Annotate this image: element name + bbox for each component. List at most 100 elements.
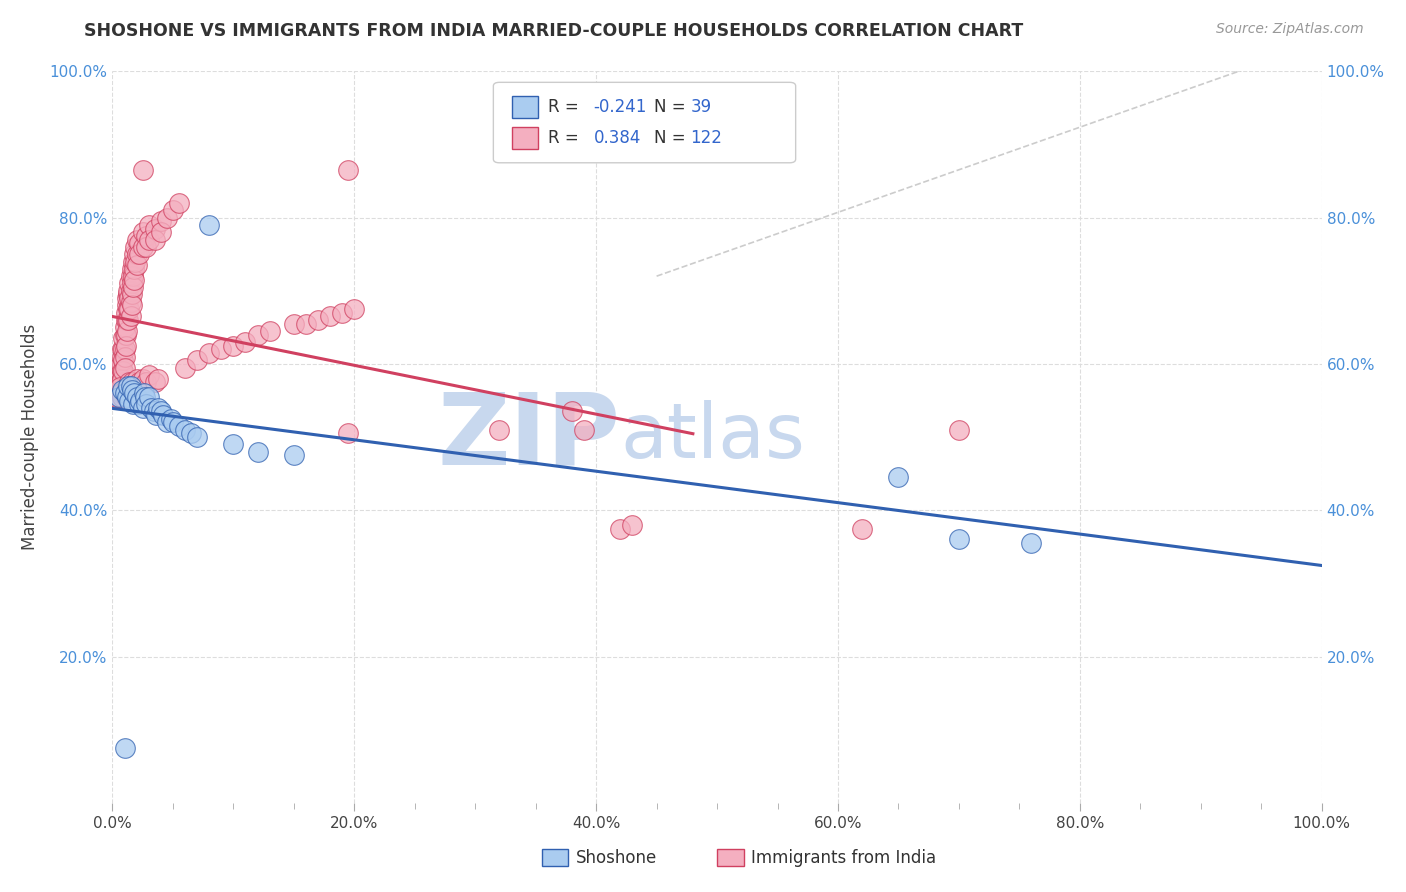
Point: [122, 280, 145, 294]
Point: [118, 301, 141, 317]
Bar: [512, 127, 538, 149]
Point: [156, 416, 179, 430]
Point: [124, 254, 146, 268]
Point: [141, 401, 163, 415]
Point: [198, 346, 221, 360]
Point: [337, 163, 360, 178]
Text: Immigrants from India: Immigrants from India: [751, 848, 936, 867]
Point: [120, 310, 142, 324]
Point: [138, 368, 160, 382]
Point: [118, 376, 141, 390]
Point: [132, 401, 155, 415]
Point: [107, 386, 129, 401]
Point: [115, 291, 138, 305]
Point: [121, 277, 143, 291]
Point: [114, 327, 136, 342]
Point: [114, 320, 136, 334]
Text: SHOSHONE VS IMMIGRANTS FROM INDIA MARRIED-COUPLE HOUSEHOLDS CORRELATION CHART: SHOSHONE VS IMMIGRANTS FROM INDIA MARRIE…: [84, 22, 1024, 40]
Point: [111, 343, 134, 357]
Point: [156, 211, 179, 225]
Point: [132, 240, 155, 254]
Point: [115, 298, 138, 312]
Point: [148, 401, 170, 415]
Point: [112, 364, 135, 378]
Text: Source: ZipAtlas.com: Source: ZipAtlas.com: [1216, 22, 1364, 37]
Point: [117, 313, 139, 327]
Point: [948, 533, 970, 547]
Point: [235, 334, 257, 349]
Point: [167, 419, 190, 434]
Point: [122, 379, 145, 393]
Text: N =: N =: [654, 98, 692, 116]
Point: [121, 376, 143, 390]
Point: [135, 240, 157, 254]
Point: [121, 298, 143, 312]
Point: [948, 423, 970, 437]
Point: [132, 371, 155, 385]
Point: [112, 353, 135, 368]
Point: [122, 254, 145, 268]
Text: ZIP: ZIP: [437, 389, 620, 485]
Point: [104, 386, 127, 401]
Point: [148, 371, 170, 385]
Point: [125, 390, 148, 404]
Point: [129, 393, 152, 408]
Point: [114, 740, 136, 755]
Point: [105, 390, 128, 404]
Point: [135, 397, 157, 411]
Text: Shoshone: Shoshone: [575, 848, 657, 867]
Point: [180, 426, 202, 441]
Point: [114, 390, 136, 404]
Y-axis label: Married-couple Households: Married-couple Households: [21, 324, 38, 550]
Point: [122, 397, 145, 411]
Text: 0.384: 0.384: [593, 129, 641, 147]
Point: [128, 397, 150, 411]
Point: [337, 426, 360, 441]
Point: [319, 310, 342, 324]
Point: [122, 261, 145, 276]
Point: [118, 277, 141, 291]
Point: [114, 338, 136, 352]
Point: [114, 306, 136, 320]
Point: [121, 287, 143, 301]
Point: [246, 444, 269, 458]
Point: [209, 343, 232, 357]
Point: [167, 196, 190, 211]
FancyBboxPatch shape: [494, 82, 796, 163]
Point: [120, 383, 142, 397]
Bar: [541, 849, 568, 866]
Point: [114, 343, 136, 357]
Point: [143, 376, 166, 390]
Point: [117, 379, 139, 393]
Point: [162, 203, 184, 218]
Point: [120, 269, 142, 284]
Point: [107, 376, 129, 390]
Point: [117, 284, 139, 298]
Point: [122, 269, 145, 284]
Point: [259, 324, 281, 338]
Point: [111, 364, 134, 378]
Point: [111, 390, 134, 404]
Point: [132, 163, 155, 178]
Point: [112, 331, 135, 345]
Bar: [717, 849, 744, 866]
Point: [561, 404, 583, 418]
Point: [307, 313, 329, 327]
Point: [122, 386, 145, 401]
Point: [114, 313, 136, 327]
Text: atlas: atlas: [620, 401, 806, 474]
Text: 39: 39: [690, 98, 711, 116]
Text: R =: R =: [548, 129, 583, 147]
Point: [117, 386, 139, 401]
Point: [110, 360, 132, 375]
Point: [110, 376, 132, 390]
Point: [120, 284, 142, 298]
Point: [609, 521, 631, 535]
Point: [138, 390, 160, 404]
Point: [111, 350, 134, 364]
Point: [108, 383, 131, 397]
Point: [174, 360, 197, 375]
Point: [186, 430, 208, 444]
Point: [115, 390, 138, 404]
Point: [114, 327, 136, 342]
